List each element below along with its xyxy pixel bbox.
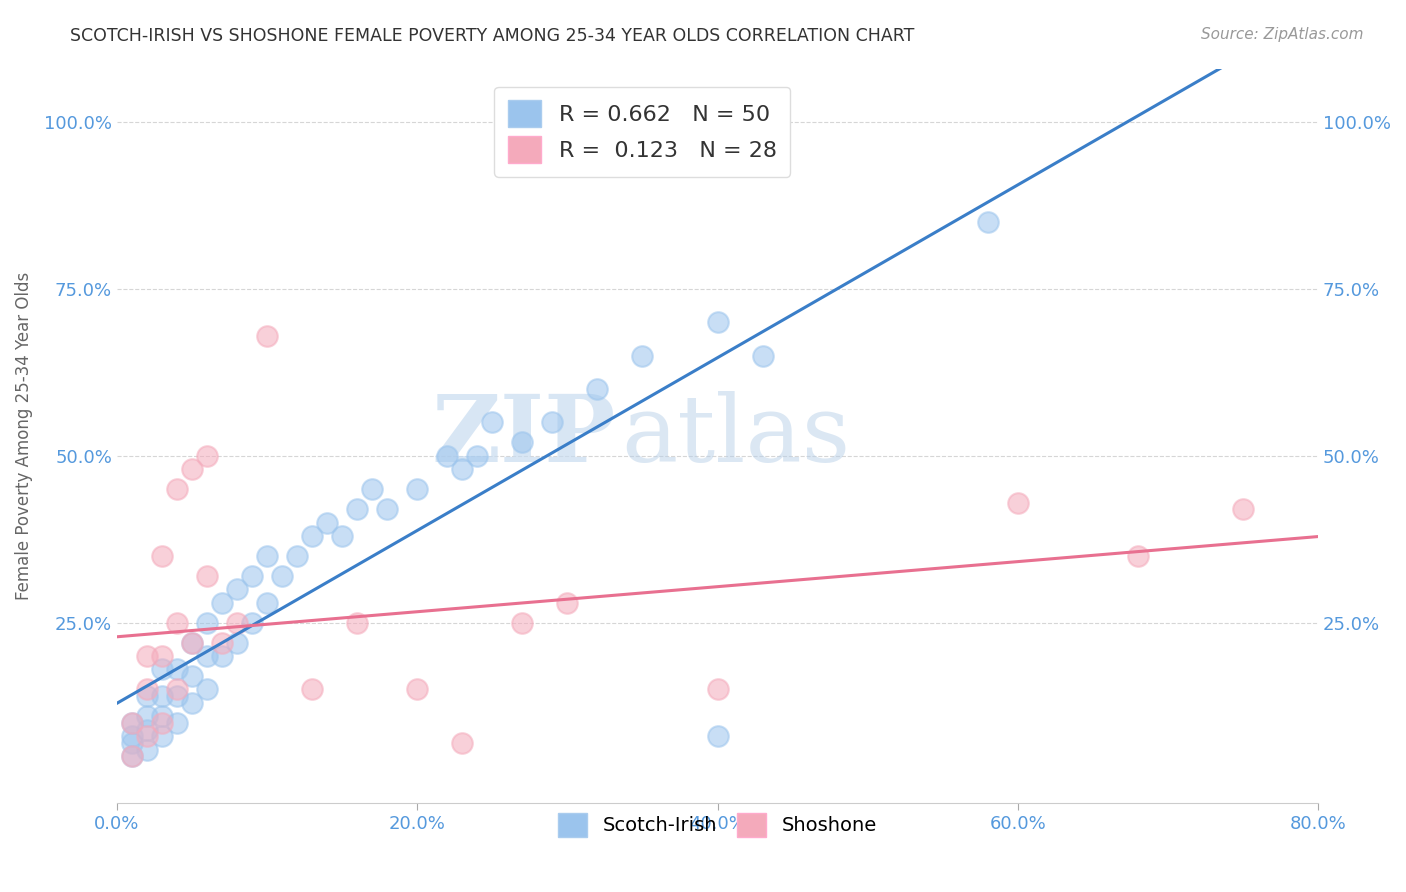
Point	[586, 382, 609, 396]
Point	[211, 649, 233, 664]
Text: ZIP: ZIP	[432, 391, 616, 481]
Point	[166, 689, 188, 703]
Point	[136, 682, 159, 697]
Point	[541, 416, 564, 430]
Point	[406, 682, 429, 697]
Point	[136, 709, 159, 723]
Point	[136, 689, 159, 703]
Point	[136, 742, 159, 756]
Point	[751, 349, 773, 363]
Point	[121, 749, 143, 764]
Point	[557, 596, 579, 610]
Point	[150, 662, 173, 676]
Point	[150, 709, 173, 723]
Legend: Scotch-Irish, Shoshone: Scotch-Irish, Shoshone	[551, 805, 884, 845]
Point	[195, 615, 218, 630]
Point	[1126, 549, 1149, 563]
Point	[226, 582, 249, 597]
Point	[166, 682, 188, 697]
Point	[181, 462, 204, 476]
Point	[136, 729, 159, 743]
Point	[121, 715, 143, 730]
Point	[150, 689, 173, 703]
Point	[375, 502, 398, 516]
Point	[301, 682, 323, 697]
Point	[1232, 502, 1254, 516]
Text: Source: ZipAtlas.com: Source: ZipAtlas.com	[1201, 27, 1364, 42]
Point	[512, 615, 534, 630]
Point	[121, 729, 143, 743]
Point	[706, 682, 728, 697]
Point	[301, 529, 323, 543]
Point	[150, 729, 173, 743]
Point	[706, 315, 728, 329]
Point	[240, 569, 263, 583]
Point	[166, 662, 188, 676]
Point	[181, 636, 204, 650]
Point	[136, 649, 159, 664]
Point	[256, 328, 278, 343]
Point	[330, 529, 353, 543]
Point	[512, 435, 534, 450]
Point	[195, 682, 218, 697]
Point	[166, 615, 188, 630]
Point	[195, 649, 218, 664]
Point	[211, 636, 233, 650]
Point	[256, 549, 278, 563]
Point	[195, 569, 218, 583]
Point	[226, 636, 249, 650]
Point	[181, 696, 204, 710]
Point	[346, 615, 368, 630]
Point	[240, 615, 263, 630]
Point	[121, 736, 143, 750]
Point	[121, 749, 143, 764]
Point	[451, 736, 474, 750]
Point	[271, 569, 294, 583]
Y-axis label: Female Poverty Among 25-34 Year Olds: Female Poverty Among 25-34 Year Olds	[15, 272, 32, 599]
Point	[195, 449, 218, 463]
Point	[150, 549, 173, 563]
Point	[1007, 495, 1029, 509]
Point	[136, 723, 159, 737]
Point	[706, 729, 728, 743]
Point	[121, 715, 143, 730]
Point	[361, 482, 384, 496]
Point	[181, 669, 204, 683]
Point	[256, 596, 278, 610]
Point	[346, 502, 368, 516]
Point	[316, 516, 339, 530]
Point	[977, 215, 1000, 229]
Point	[150, 649, 173, 664]
Point	[451, 462, 474, 476]
Point	[226, 615, 249, 630]
Text: atlas: atlas	[621, 391, 851, 481]
Point	[211, 596, 233, 610]
Point	[285, 549, 308, 563]
Point	[406, 482, 429, 496]
Point	[481, 416, 503, 430]
Text: SCOTCH-IRISH VS SHOSHONE FEMALE POVERTY AMONG 25-34 YEAR OLDS CORRELATION CHART: SCOTCH-IRISH VS SHOSHONE FEMALE POVERTY …	[70, 27, 915, 45]
Point	[166, 715, 188, 730]
Point	[631, 349, 654, 363]
Point	[150, 715, 173, 730]
Point	[181, 636, 204, 650]
Point	[436, 449, 458, 463]
Point	[465, 449, 488, 463]
Point	[166, 482, 188, 496]
